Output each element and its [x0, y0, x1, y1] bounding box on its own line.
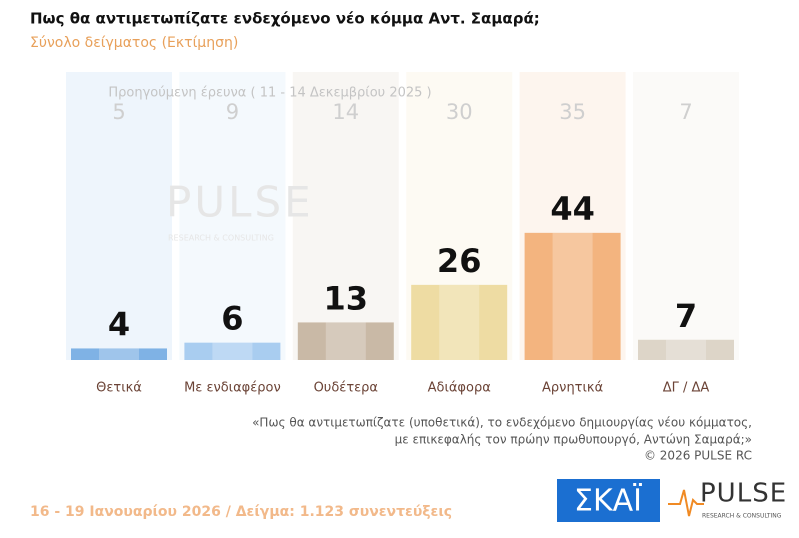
- watermark: PULSE: [166, 178, 314, 227]
- bar-highlight: [325, 322, 366, 360]
- skai-logo-box: [557, 479, 660, 522]
- watermark-sub: RESEARCH & CONSULTING: [168, 234, 274, 243]
- column-background: [633, 72, 739, 360]
- pulse-logo-icon: [668, 489, 704, 517]
- bar: [184, 342, 281, 360]
- column-background: [179, 72, 286, 360]
- column-background: [292, 72, 399, 360]
- skai-logo: ΣΚΑΪ: [574, 483, 642, 519]
- bar-highlight: [212, 342, 253, 360]
- value-label: 26: [437, 242, 482, 280]
- previous-value: 14: [332, 100, 359, 124]
- x-tick-label: Αδιάφορα: [428, 381, 491, 396]
- x-tick-label: Αρνητικά: [542, 381, 603, 396]
- value-label: 6: [221, 300, 243, 338]
- bar-highlight: [666, 339, 706, 360]
- bar: [297, 322, 394, 360]
- value-label: 4: [108, 305, 130, 343]
- previous-value: 5: [112, 100, 125, 124]
- pulse-logo: PULSE: [700, 479, 787, 509]
- x-tick-label: ΔΓ / ΔΑ: [663, 381, 710, 396]
- previous-label: Προηγούμενη έρευνα ( 11 - 14 Δεκεμβρίου …: [108, 86, 431, 101]
- previous-value: 7: [679, 100, 692, 124]
- previous-value: 9: [226, 100, 239, 124]
- copyright: © 2026 PULSE RC: [644, 449, 752, 463]
- previous-value: 35: [559, 100, 586, 124]
- value-label: 13: [324, 279, 369, 317]
- value-label: 7: [675, 297, 697, 335]
- column-background: [66, 72, 172, 360]
- bar: [638, 339, 734, 360]
- value-label: 44: [550, 190, 595, 228]
- x-tick-label: Θετικά: [96, 381, 142, 396]
- bar-highlight: [439, 284, 480, 360]
- chart-title: Πως θα αντιμετωπίζατε ενδεχόμενο νέο κόμ…: [30, 10, 540, 28]
- footer: 16 - 19 Ιανουαρίου 2026 / Δείγμα: 1.123 …: [30, 504, 452, 520]
- bar: [71, 348, 167, 360]
- footnote: «Πως θα αντιμετωπίζατε (υποθετικά), το ε…: [252, 416, 752, 430]
- x-tick-label: Ουδέτερα: [314, 381, 378, 396]
- bar-highlight: [99, 348, 139, 360]
- bar: [524, 232, 621, 360]
- bar-highlight: [552, 232, 593, 360]
- x-tick-label: Με ενδιαφέρον: [184, 381, 281, 396]
- pulse-logo-sub: RESEARCH & CONSULTING: [702, 513, 782, 520]
- bar: [411, 284, 508, 360]
- chart-subtitle: Σύνολο δείγματος (Εκτίμηση): [30, 35, 238, 51]
- footnote: με επικεφαλής τον πρώην πρωθυπουργό, Αντ…: [395, 433, 752, 447]
- previous-value: 30: [446, 100, 473, 124]
